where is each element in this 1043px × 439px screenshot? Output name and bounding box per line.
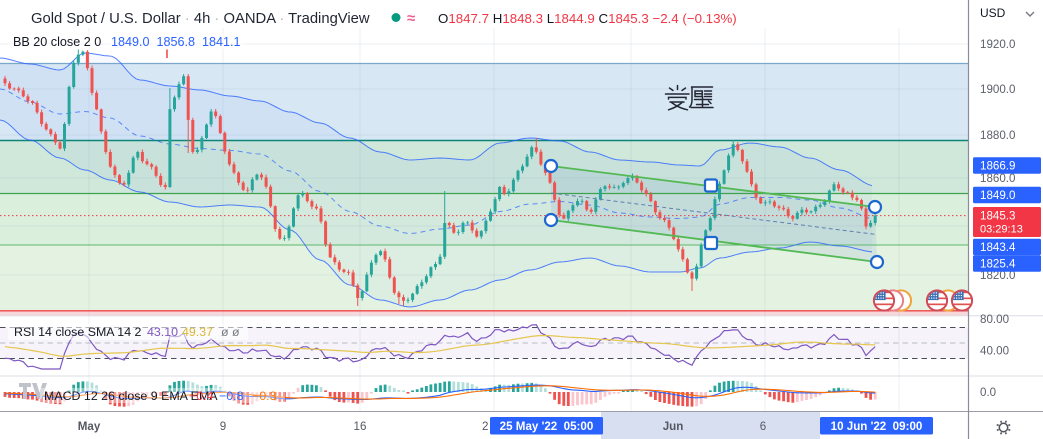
svg-text:1825.4: 1825.4 <box>980 258 1016 271</box>
svg-text:40.00: 40.00 <box>980 345 1009 358</box>
svg-text:1845.3: 1845.3 <box>980 210 1015 223</box>
svg-text:43.10: 43.10 <box>147 325 178 339</box>
svg-text:1820.0: 1820.0 <box>980 269 1015 282</box>
svg-text:Jun: Jun <box>663 420 684 433</box>
svg-text:ø ø: ø ø <box>221 325 240 339</box>
svg-text:49.37: 49.37 <box>182 325 213 339</box>
svg-text:9: 9 <box>220 420 226 433</box>
svg-text:1849.0: 1849.0 <box>980 189 1015 202</box>
svg-text:03:29:13: 03:29:13 <box>980 224 1023 236</box>
svg-text:BB 20 close 2 0: BB 20 close 2 0 <box>13 35 101 49</box>
svg-text:−0.4: −0.4 <box>189 389 214 403</box>
svg-text:1880.0: 1880.0 <box>980 129 1015 142</box>
svg-text:16: 16 <box>354 420 367 433</box>
svg-text:RSI 14 close SMA 14 2: RSI 14 close SMA 14 2 <box>14 325 142 339</box>
svg-text:1920.0: 1920.0 <box>980 38 1015 51</box>
svg-text:−0.3: −0.3 <box>252 389 277 403</box>
svg-text:MACD 12 26 close 9 EMA EMA: MACD 12 26 close 9 EMA EMA <box>44 389 218 403</box>
svg-text:1900.0: 1900.0 <box>980 83 1015 96</box>
svg-text:6: 6 <box>760 420 766 433</box>
svg-text:10 Jun '22 09:00: 10 Jun '22 09:00 <box>831 420 923 433</box>
svg-text:1849.0 1856.8 1841.1: 1849.0 1856.8 1841.1 <box>111 35 241 49</box>
svg-text:2: 2 <box>482 420 488 433</box>
svg-text:1860.0: 1860.0 <box>980 172 1015 185</box>
svg-text:May: May <box>78 420 101 433</box>
svg-text:25 May '22 05:00: 25 May '22 05:00 <box>500 420 594 433</box>
svg-text:Gold Spot / U.S. Dollar · 4h ·: Gold Spot / U.S. Dollar · 4h · OANDA · T… <box>31 11 370 27</box>
svg-text:0.0: 0.0 <box>980 386 996 399</box>
svg-text:−0.8: −0.8 <box>219 389 244 403</box>
svg-text:1843.4: 1843.4 <box>980 241 1016 254</box>
svg-text:USD: USD <box>980 6 1006 20</box>
svg-text:≈: ≈ <box>407 10 415 27</box>
svg-text:1866.9: 1866.9 <box>980 160 1015 173</box>
svg-text:80.00: 80.00 <box>980 313 1009 326</box>
svg-text:O1847.7 H1848.3 L1844.9 C1845.: O1847.7 H1848.3 L1844.9 C1845.3 −2.4 (−0… <box>438 11 737 26</box>
